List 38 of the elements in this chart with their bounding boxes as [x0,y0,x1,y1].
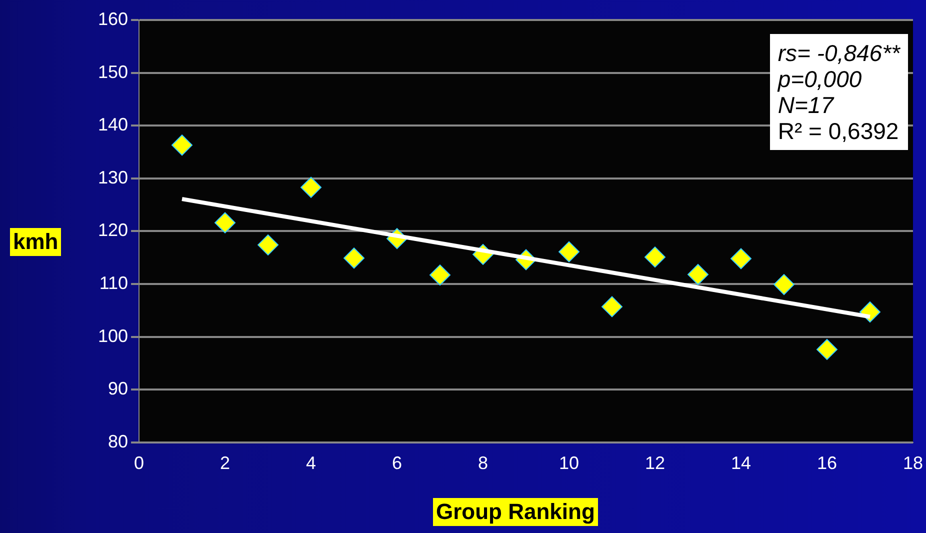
x-tick-label: 10 [558,453,580,474]
point [344,248,365,269]
x-tick-label: 2 [220,453,230,474]
y-tick-label: 140 [98,114,128,135]
point [172,134,193,156]
point [258,234,279,256]
y-tick-label: 90 [108,378,128,399]
point [644,246,666,268]
point [816,338,838,360]
annotation: N=17 [778,92,836,118]
x-tick-label: 12 [644,453,666,474]
y-tick-label: 150 [98,62,128,82]
x-tick-label: 16 [816,453,838,474]
x-tick-label: 0 [134,453,144,474]
x-axis-title: Group Ranking [433,498,598,526]
annotation: rs= -0,846** [778,40,900,66]
x-tick-label: 8 [478,453,488,474]
x-tick-label: 4 [306,453,316,474]
y-tick-label: 100 [98,326,128,346]
x-tick-label: 6 [392,453,402,474]
point [773,274,794,296]
x-tick-label: 18 [902,453,924,474]
y-tick-label: 120 [98,220,128,240]
point [300,176,322,198]
y-tick-label: 110 [99,272,128,293]
annotation: p=0,000 [778,66,863,92]
point [602,296,623,318]
point [558,241,580,262]
point [430,264,451,286]
x-tick-label: 14 [730,453,752,474]
y-axis-title: kmh [10,228,62,256]
point [214,212,236,234]
annotation: R² = 0,6392 [778,118,900,144]
point [730,248,752,270]
y-tick-label: 160 [98,8,128,29]
y-tick-label: 80 [108,431,128,452]
point [688,264,708,285]
y-tick-label: 130 [98,167,128,188]
